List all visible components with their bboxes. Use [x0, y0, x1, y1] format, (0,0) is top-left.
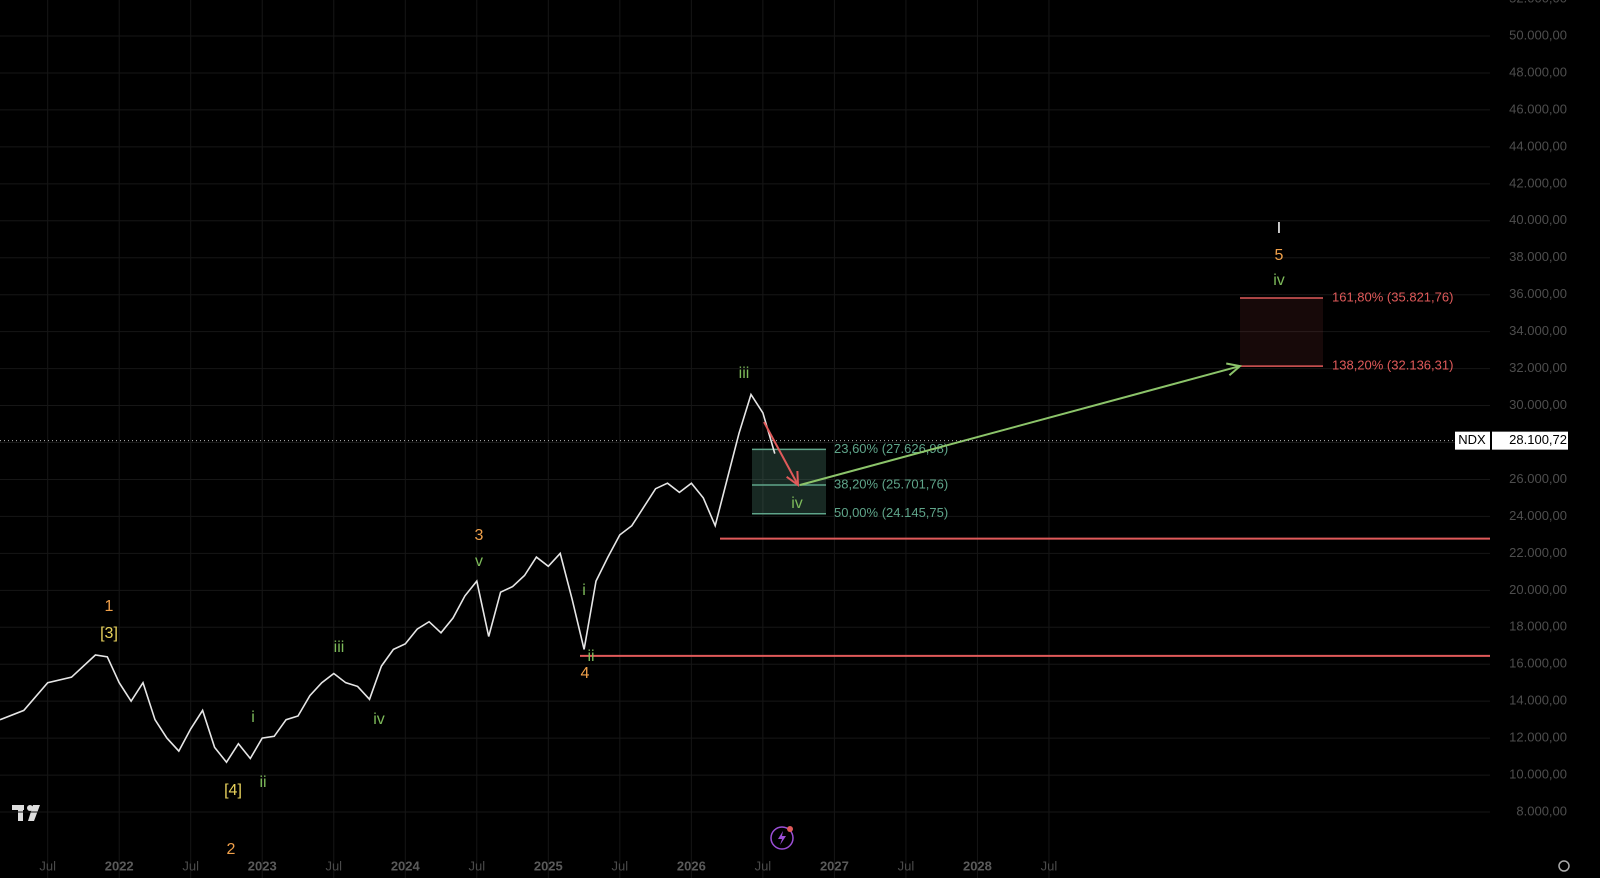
y-tick-label: 36.000,00 — [1509, 286, 1567, 301]
wave-label: ii — [259, 774, 266, 791]
x-tick-label: Jul — [325, 858, 342, 873]
y-tick-label: 44.000,00 — [1509, 138, 1567, 153]
last-price-box — [1492, 431, 1568, 450]
x-tick-label: 2026 — [677, 858, 706, 873]
wave-label: 4 — [581, 665, 590, 682]
forecast-up-arrow — [799, 365, 1241, 486]
x-tick-label: Jul — [755, 858, 772, 873]
extension-label: 138,20% (32.136,31) — [1332, 358, 1453, 373]
settings-icon[interactable] — [1558, 860, 1570, 872]
wave-label: 3 — [475, 527, 484, 544]
y-tick-label: 46.000,00 — [1509, 101, 1567, 116]
y-tick-label: 26.000,00 — [1509, 471, 1567, 486]
wave-label: 1 — [105, 598, 114, 615]
x-tick-label: 2025 — [534, 858, 563, 873]
wave-label: 2 — [227, 841, 236, 858]
wave-label: I — [1277, 220, 1281, 237]
y-tick-label: 22.000,00 — [1509, 545, 1567, 560]
forecast-up-arrow-head — [1226, 362, 1243, 377]
wave-label: ii — [587, 648, 594, 665]
app-icon[interactable] — [770, 826, 794, 850]
wave-label: iv — [373, 711, 385, 728]
x-tick-label: Jul — [39, 858, 56, 873]
y-tick-label: 18.000,00 — [1509, 619, 1567, 634]
y-tick-label: 40.000,00 — [1509, 212, 1567, 227]
wave-label: iv — [791, 495, 803, 512]
y-tick-label: 32.000,00 — [1509, 360, 1567, 375]
last-price-label: 28.100,72 — [1509, 432, 1567, 447]
wave-label: i — [251, 709, 255, 726]
x-tick-label: 2024 — [391, 858, 421, 873]
y-tick-label: 42.000,00 — [1509, 175, 1567, 190]
x-tick-label: Jul — [612, 858, 629, 873]
wave-label: [4] — [224, 782, 242, 799]
wave-label: i — [582, 582, 586, 599]
x-tick-label: 2027 — [820, 858, 849, 873]
symbol-label: NDX — [1458, 432, 1486, 447]
wave-label: v — [475, 553, 483, 570]
retracement-label: 23,60% (27.626,98) — [834, 441, 948, 456]
x-tick-label: 2028 — [963, 858, 992, 873]
forecast-down-arrow — [763, 421, 799, 486]
y-tick-label: 52.000,00 — [1509, 0, 1567, 6]
y-tick-label: 34.000,00 — [1509, 323, 1567, 338]
y-tick-label: 48.000,00 — [1509, 64, 1567, 79]
y-tick-label: 12.000,00 — [1509, 730, 1567, 745]
y-tick-label: 16.000,00 — [1509, 656, 1567, 671]
extension-zone — [1240, 297, 1323, 367]
x-tick-label: Jul — [898, 858, 915, 873]
wave-label: iii — [739, 365, 750, 382]
x-tick-label: Jul — [1041, 858, 1058, 873]
x-tick-label: Jul — [468, 858, 485, 873]
wave-label: [3] — [100, 625, 118, 642]
x-tick-label: 2023 — [248, 858, 277, 873]
wave-label: 5 — [1275, 247, 1284, 264]
extension-label: 161,80% (35.821,76) — [1332, 289, 1453, 304]
y-tick-label: 30.000,00 — [1509, 397, 1567, 412]
symbol-box — [1455, 431, 1490, 450]
wave-label: iii — [334, 639, 345, 656]
x-tick-label: 2022 — [105, 858, 134, 873]
retracement-label: 38,20% (25.701,76) — [834, 476, 948, 491]
y-tick-label: 10.000,00 — [1509, 767, 1567, 782]
retracement-label: 50,00% (24.145,75) — [834, 505, 948, 520]
y-tick-label: 50.000,00 — [1509, 27, 1567, 42]
y-tick-label: 8.000,00 — [1516, 803, 1567, 818]
y-tick-label: 20.000,00 — [1509, 582, 1567, 597]
price-line — [0, 392, 776, 764]
forecast-down-arrow-head — [786, 470, 800, 488]
y-tick-label: 14.000,00 — [1509, 693, 1567, 708]
wave-label: iv — [1273, 272, 1285, 289]
x-tick-label: Jul — [182, 858, 199, 873]
y-tick-label: 24.000,00 — [1509, 508, 1567, 523]
logo — [12, 805, 40, 821]
y-tick-label: 38.000,00 — [1509, 249, 1567, 264]
